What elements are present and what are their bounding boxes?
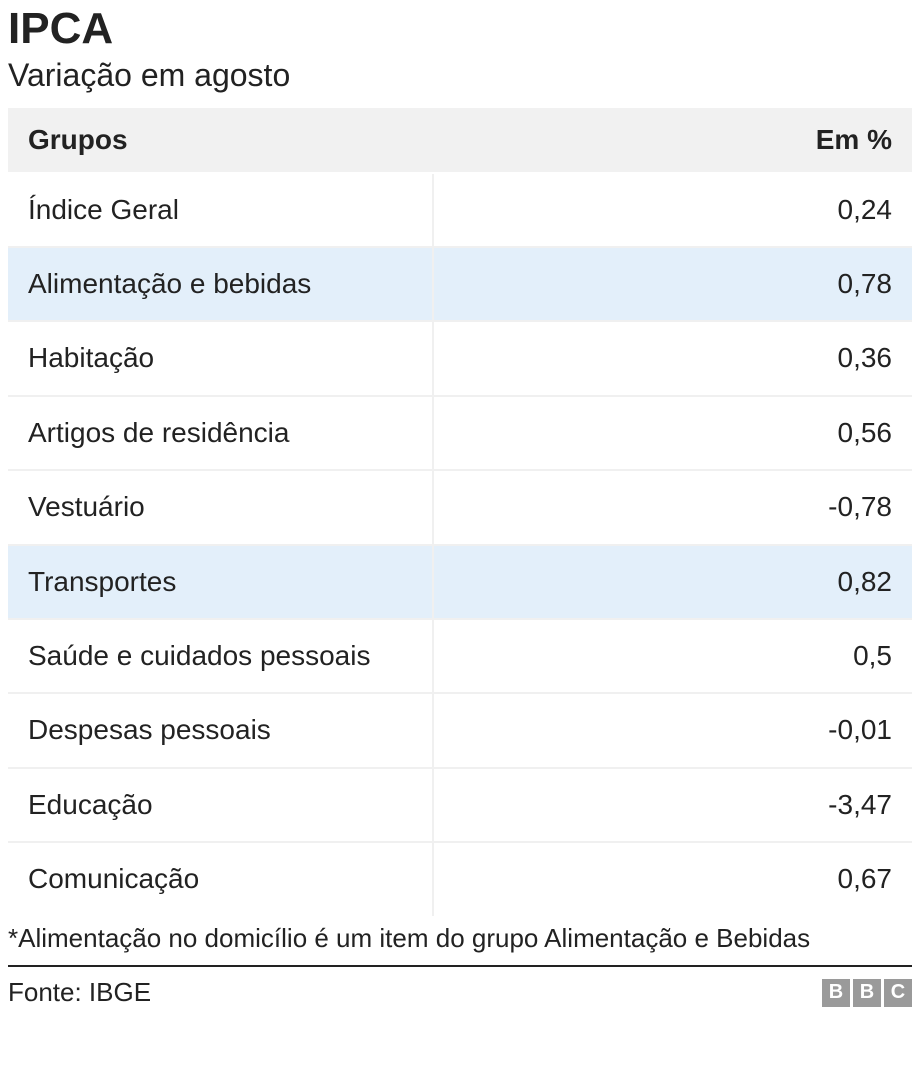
cell-value: 0,36 — [433, 321, 912, 395]
cell-group: Despesas pessoais — [8, 693, 433, 767]
cell-value: -3,47 — [433, 768, 912, 842]
table-row: Vestuário-0,78 — [8, 470, 912, 544]
table-row: Artigos de residência0,56 — [8, 396, 912, 470]
col-header-value: Em % — [433, 108, 912, 173]
data-table: Grupos Em % Índice Geral0,24Alimentação … — [8, 108, 912, 916]
footer: Fonte: IBGE B B C — [8, 977, 912, 1008]
cell-group: Saúde e cuidados pessoais — [8, 619, 433, 693]
cell-value: 0,67 — [433, 842, 912, 915]
cell-value: 0,56 — [433, 396, 912, 470]
logo-letter: C — [884, 979, 912, 1007]
cell-group: Transportes — [8, 545, 433, 619]
table-row: Transportes0,82 — [8, 545, 912, 619]
table-row: Alimentação e bebidas0,78 — [8, 247, 912, 321]
cell-group: Habitação — [8, 321, 433, 395]
col-header-group: Grupos — [8, 108, 433, 173]
cell-group: Artigos de residência — [8, 396, 433, 470]
table-row: Índice Geral0,24 — [8, 173, 912, 247]
cell-value: 0,78 — [433, 247, 912, 321]
table-row: Educação-3,47 — [8, 768, 912, 842]
footnote: *Alimentação no domicílio é um item do g… — [8, 922, 912, 968]
table-row: Saúde e cuidados pessoais0,5 — [8, 619, 912, 693]
cell-value: -0,01 — [433, 693, 912, 767]
source-text: Fonte: IBGE — [8, 977, 151, 1008]
page-title: IPCA — [8, 4, 912, 55]
logo-letter: B — [822, 979, 850, 1007]
cell-value: 0,24 — [433, 173, 912, 247]
table-row: Comunicação0,67 — [8, 842, 912, 915]
cell-group: Índice Geral — [8, 173, 433, 247]
logo-letter: B — [853, 979, 881, 1007]
bbc-logo: B B C — [822, 979, 912, 1007]
cell-group: Comunicação — [8, 842, 433, 915]
page-subtitle: Variação em agosto — [8, 57, 912, 94]
cell-group: Vestuário — [8, 470, 433, 544]
table-row: Despesas pessoais-0,01 — [8, 693, 912, 767]
cell-group: Educação — [8, 768, 433, 842]
table-row: Habitação0,36 — [8, 321, 912, 395]
table-header-row: Grupos Em % — [8, 108, 912, 173]
cell-group: Alimentação e bebidas — [8, 247, 433, 321]
cell-value: 0,5 — [433, 619, 912, 693]
cell-value: -0,78 — [433, 470, 912, 544]
cell-value: 0,82 — [433, 545, 912, 619]
